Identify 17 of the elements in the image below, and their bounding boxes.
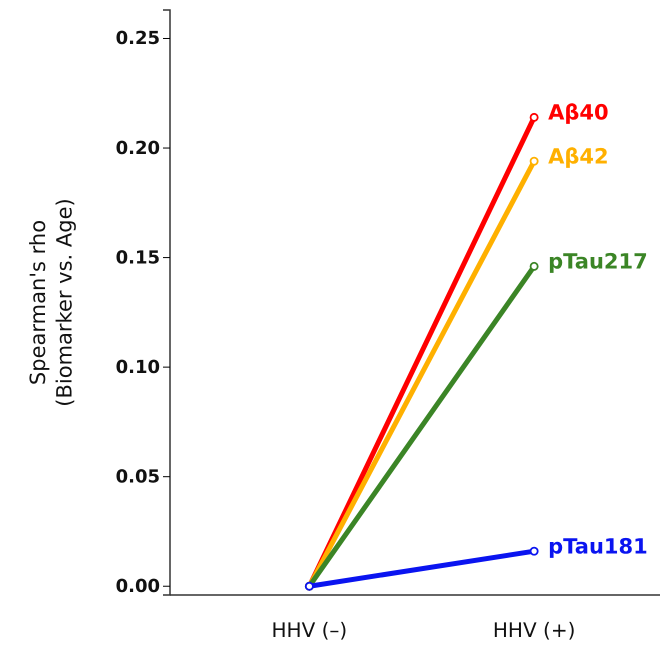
x-tick-label: HHV (–) [271,618,348,642]
y-tick-label: 0.15 [116,247,160,268]
x-tick-label: HHV (+) [492,618,576,642]
series-label: pTau217 [548,249,648,274]
series-label: Aβ40 [548,100,609,124]
y-tick-label: 0.20 [116,138,160,159]
point [530,156,539,166]
y-tick-label: 0.05 [116,466,160,488]
point [530,546,539,556]
y-tick-label: 0.10 [116,356,160,378]
point [530,262,539,271]
point [530,112,539,122]
y-axis-title: Spearman's rho (Biomarker vs. Age) [26,198,76,407]
y-tick-label: 0.25 [116,28,160,50]
y-tick-label: 0.00 [116,576,160,597]
series-label: pTau181 [548,534,648,558]
series-label: Aβ42 [548,144,609,168]
